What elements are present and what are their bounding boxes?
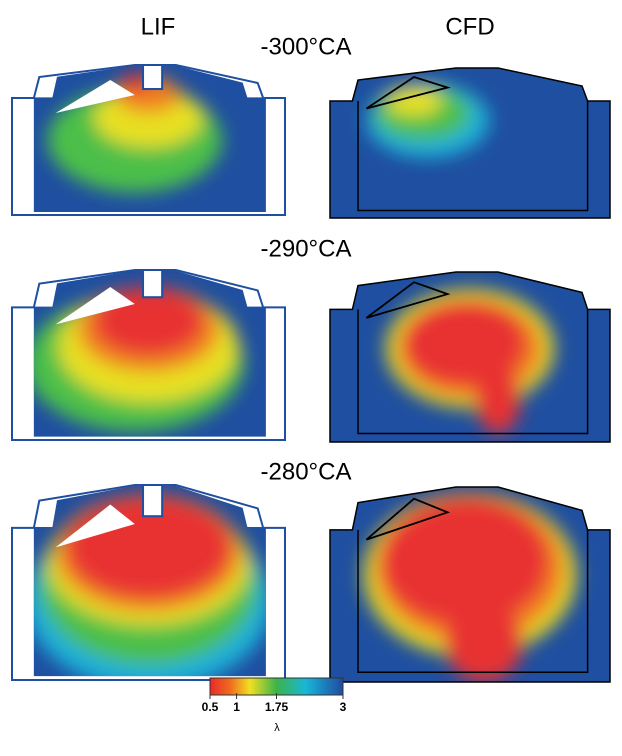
cfd-blobs	[366, 83, 489, 158]
cfd-blob	[476, 366, 521, 434]
colorbar-tick-label: 3	[340, 700, 347, 714]
row-title: -280°CA	[261, 458, 352, 485]
row-title: -300°CA	[261, 33, 352, 60]
column-title: CFD	[445, 13, 494, 40]
cfd-field	[330, 487, 610, 682]
spark-plug	[143, 485, 162, 516]
panels	[12, 65, 610, 690]
cfd-field	[330, 68, 610, 218]
colorbar-tick-label: 0.5	[202, 700, 219, 714]
spark-plug	[143, 270, 162, 297]
column-title: LIF	[141, 13, 176, 40]
cfd-blob	[380, 497, 548, 626]
spark-plug	[143, 65, 162, 89]
colorbar-tick-label: 1.75	[265, 700, 289, 714]
colorbar-tick-label: 1	[233, 700, 240, 714]
colorbar	[210, 678, 343, 695]
cfd-field	[330, 272, 610, 442]
row-title: -290°CA	[261, 235, 352, 262]
colorbar-label: λ	[274, 722, 280, 734]
cfd-blob	[445, 604, 523, 682]
figure: LIF CFD -300°CA -290°CA -280°CA λ 0.5 1 1.…	[0, 0, 622, 756]
